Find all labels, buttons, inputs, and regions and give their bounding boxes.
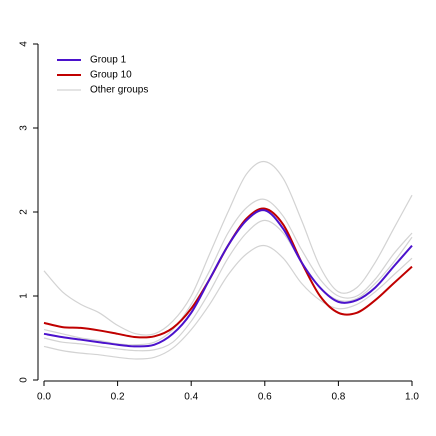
- line: [43, 160, 413, 336]
- x-tick-label: 0.6: [258, 392, 272, 403]
- y-tick-label: 0: [19, 377, 30, 383]
- line: [43, 244, 413, 360]
- x-tick-label: 1.0: [405, 392, 419, 403]
- line: [43, 209, 413, 348]
- legend-label: Other groups: [90, 85, 148, 96]
- legend-label: Group 1: [90, 55, 127, 66]
- y-tick-label: 1: [19, 293, 30, 299]
- line: [43, 219, 413, 352]
- x-tick-label: 0.0: [37, 392, 51, 403]
- legend-label: Group 10: [90, 70, 132, 81]
- y-tick-label: 2: [19, 209, 30, 215]
- line: [43, 198, 413, 346]
- line: [43, 207, 413, 339]
- y-tick-label: 4: [19, 41, 30, 47]
- y-tick-label: 3: [19, 125, 30, 131]
- x-tick-label: 0.4: [184, 392, 198, 403]
- x-tick-label: 0.2: [111, 392, 125, 403]
- x-tick-label: 0.8: [331, 392, 345, 403]
